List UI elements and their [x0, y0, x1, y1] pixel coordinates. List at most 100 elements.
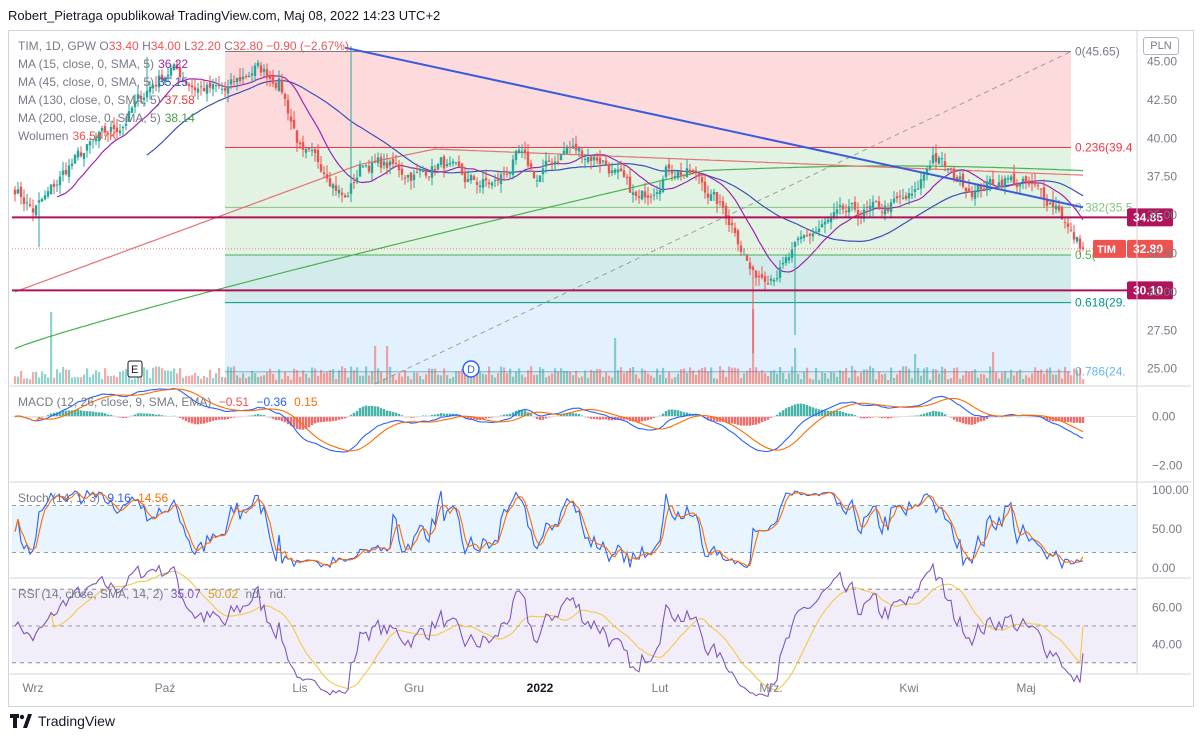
macd-hist-bar	[307, 416, 311, 428]
macd-hist-bar	[787, 407, 791, 417]
macd-signal-value: 0.15	[294, 395, 318, 409]
volume-bar	[455, 371, 458, 384]
macd-hist-bar	[799, 403, 803, 417]
volume-bar	[740, 378, 743, 384]
candle-body	[196, 88, 200, 93]
volume-bar	[911, 378, 914, 384]
candle-body	[415, 172, 419, 174]
candle-body	[346, 195, 350, 197]
candle-body	[994, 185, 998, 188]
volume-bar	[155, 366, 158, 384]
volume-bar	[425, 374, 428, 384]
volume-bar	[47, 377, 50, 384]
candle-body	[733, 227, 737, 233]
volume-bar	[1019, 369, 1022, 384]
macd-hist-bar	[160, 415, 164, 417]
macd-hist-bar	[544, 416, 548, 419]
volume-bar	[368, 375, 371, 384]
candle-body	[634, 191, 638, 197]
candle-body	[604, 160, 608, 165]
candle-body	[496, 178, 500, 181]
candle-body	[268, 75, 272, 79]
macd-hist-bar	[541, 416, 545, 420]
candle-body	[1072, 232, 1076, 240]
candle-body	[340, 192, 344, 195]
macd-hist-bar	[343, 416, 347, 419]
candle-body	[163, 77, 167, 83]
footer[interactable]: TradingView	[10, 713, 115, 729]
candle-body	[115, 127, 119, 132]
candle-body	[1003, 178, 1007, 188]
macd-hist-bar	[304, 416, 308, 429]
candle-body	[520, 151, 524, 153]
candle-body	[208, 82, 212, 88]
candle-body	[487, 182, 491, 185]
candle-body	[484, 177, 488, 181]
candle-body	[409, 172, 413, 181]
currency-badge[interactable]: PLN	[1143, 37, 1179, 55]
macd-hist-bar	[208, 416, 212, 422]
macd-hist-bar	[730, 416, 734, 424]
volume-bar	[494, 377, 497, 384]
time-axis-label: Paź	[155, 681, 176, 695]
macd-hist-bar	[340, 416, 344, 420]
volume-bar	[650, 375, 653, 384]
macd-hist-bar	[838, 410, 842, 417]
volume-bar	[1022, 378, 1025, 384]
candle-body	[316, 149, 320, 163]
macd-hist-bar	[211, 416, 215, 421]
volume-bar	[230, 367, 233, 384]
macd-hist-bar	[277, 416, 281, 420]
volume-bar	[200, 378, 203, 384]
volume-bar	[701, 367, 704, 384]
volume-bar	[599, 368, 602, 384]
macd-hist-bar	[565, 413, 569, 417]
candle-body	[79, 152, 83, 157]
candle-body	[313, 149, 317, 154]
rsi-axis-label: 40.00	[1152, 637, 1182, 651]
candle-body	[865, 206, 869, 208]
volume-bar	[182, 377, 185, 384]
macd-hist-bar	[1060, 416, 1064, 422]
symbol-row: TIM, 1D, GPW O33.40 H34.00 L32.20 C32.80…	[18, 37, 349, 55]
candle-body	[631, 192, 635, 195]
candle-body	[355, 177, 359, 182]
volume-bar	[560, 368, 563, 384]
macd-hist-bar	[562, 413, 566, 417]
volume-bar	[272, 373, 275, 384]
candle-body	[895, 196, 899, 199]
candle-body	[127, 111, 131, 122]
candle-body	[481, 179, 485, 188]
candle-body	[601, 160, 605, 162]
volume-bar	[605, 372, 608, 384]
volume-bar	[389, 366, 392, 384]
macd-hist-bar	[604, 416, 608, 420]
macd-hist-bar	[805, 405, 809, 417]
chart-frame[interactable]	[8, 30, 1194, 707]
macd-hist-bar	[850, 413, 854, 417]
candle-body	[868, 205, 872, 210]
volume-bar	[878, 371, 881, 384]
stoch-axis-label: 100.00	[1152, 483, 1189, 497]
candle-body	[913, 189, 917, 192]
rsi-ma-value: 50.02	[208, 587, 239, 601]
candle-body	[547, 160, 551, 162]
volume-bar	[284, 371, 287, 384]
macd-hist-bar	[628, 416, 632, 421]
volume-bar	[914, 354, 917, 384]
candle-body	[1039, 188, 1043, 190]
macd-hist-bar	[289, 416, 293, 426]
volume-bar	[221, 376, 224, 384]
candle-body	[910, 193, 914, 196]
volume-bar	[320, 369, 323, 384]
volume-bar	[251, 370, 254, 384]
volume-bar	[80, 377, 83, 384]
macd-hist-bar	[466, 416, 470, 419]
tradingview-logo-icon	[10, 714, 32, 728]
stoch-d-line	[14, 491, 1084, 567]
volume-bar	[917, 367, 920, 384]
volume-bar	[644, 370, 647, 384]
candle-body	[493, 180, 497, 182]
candle-body	[19, 186, 23, 197]
